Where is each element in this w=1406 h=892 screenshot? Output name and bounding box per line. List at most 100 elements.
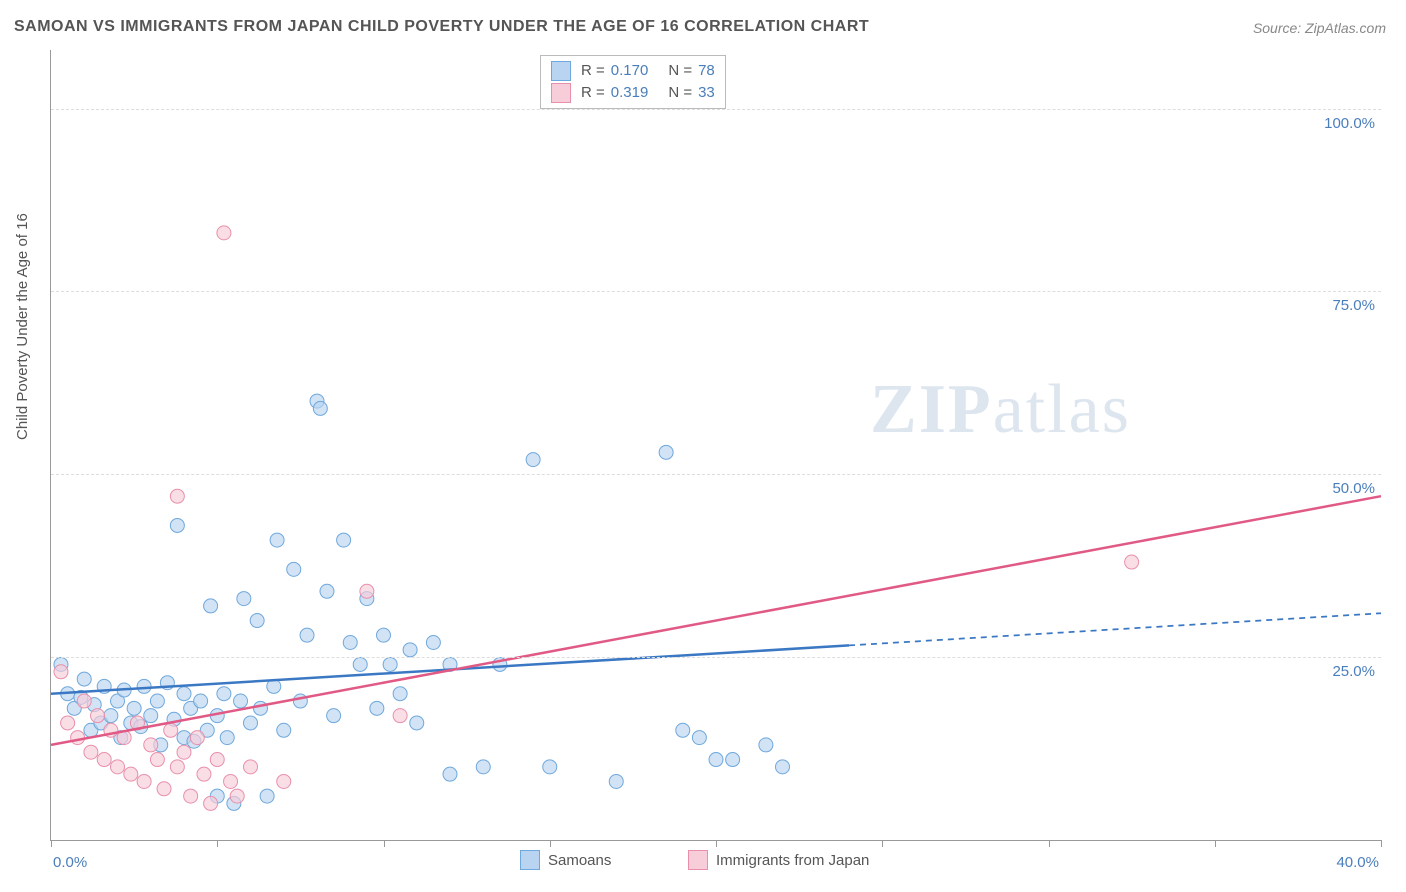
data-point: [393, 709, 407, 723]
data-point: [426, 636, 440, 650]
data-point: [150, 753, 164, 767]
data-point: [327, 709, 341, 723]
data-point: [91, 709, 105, 723]
r-label: R =: [581, 60, 605, 82]
data-point: [776, 760, 790, 774]
data-point: [277, 774, 291, 788]
data-point: [150, 694, 164, 708]
data-point: [393, 687, 407, 701]
data-point: [250, 614, 264, 628]
n-value: 78: [698, 60, 715, 82]
n-value: 33: [698, 82, 715, 104]
data-point: [526, 453, 540, 467]
data-point: [337, 533, 351, 547]
watermark: ZIPatlas: [870, 370, 1131, 450]
trend-line-extrapolated: [849, 613, 1381, 645]
data-point: [127, 701, 141, 715]
data-point: [111, 760, 125, 774]
data-point: [61, 716, 75, 730]
data-point: [204, 599, 218, 613]
data-point: [217, 226, 231, 240]
x-tick-mark: [1381, 840, 1382, 847]
data-point: [104, 709, 118, 723]
data-point: [197, 767, 211, 781]
watermark-atlas: atlas: [993, 371, 1131, 448]
gridline: [51, 291, 1381, 292]
legend-swatch: [551, 61, 571, 81]
x-tick-mark: [217, 840, 218, 847]
x-tick-mark: [1049, 840, 1050, 847]
legend-label: Immigrants from Japan: [716, 852, 869, 869]
data-point: [177, 687, 191, 701]
data-point: [543, 760, 557, 774]
source-name: ZipAtlas.com: [1305, 20, 1386, 36]
data-point: [97, 753, 111, 767]
data-point: [709, 753, 723, 767]
data-point: [244, 716, 258, 730]
series-legend-item: Samoans: [520, 850, 611, 870]
data-point: [403, 643, 417, 657]
data-point: [676, 723, 690, 737]
y-tick-label: 100.0%: [1324, 115, 1375, 132]
data-point: [230, 789, 244, 803]
x-tick-label: 0.0%: [53, 854, 87, 871]
data-point: [137, 774, 151, 788]
data-point: [170, 489, 184, 503]
data-point: [287, 562, 301, 576]
data-point: [224, 774, 238, 788]
data-point: [726, 753, 740, 767]
y-tick-label: 50.0%: [1332, 480, 1375, 497]
data-point: [54, 665, 68, 679]
data-point: [410, 716, 424, 730]
data-point: [71, 731, 85, 745]
legend-swatch: [520, 850, 540, 870]
y-axis-label: Child Poverty Under the Age of 16: [14, 213, 31, 440]
data-point: [194, 694, 208, 708]
data-point: [190, 731, 204, 745]
data-point: [137, 679, 151, 693]
source-attribution: Source: ZipAtlas.com: [1253, 20, 1386, 36]
plot-area: 25.0%50.0%75.0%100.0%0.0%40.0%: [50, 50, 1381, 841]
data-point: [476, 760, 490, 774]
data-point: [277, 723, 291, 737]
watermark-zip: ZIP: [870, 371, 993, 448]
r-value: 0.170: [611, 60, 649, 82]
source-prefix: Source:: [1253, 20, 1305, 36]
x-tick-mark: [882, 840, 883, 847]
series-legend-item: Immigrants from Japan: [688, 850, 869, 870]
gridline: [51, 657, 1381, 658]
data-point: [217, 687, 231, 701]
legend-swatch: [551, 83, 571, 103]
data-point: [220, 731, 234, 745]
y-tick-label: 75.0%: [1332, 297, 1375, 314]
data-point: [692, 731, 706, 745]
data-point: [270, 533, 284, 547]
x-tick-mark: [1215, 840, 1216, 847]
data-point: [157, 782, 171, 796]
data-point: [237, 592, 251, 606]
x-tick-label: 40.0%: [1336, 854, 1379, 871]
gridline: [51, 474, 1381, 475]
data-point: [244, 760, 258, 774]
data-point: [77, 672, 91, 686]
data-point: [77, 694, 91, 708]
chart-title: SAMOAN VS IMMIGRANTS FROM JAPAN CHILD PO…: [14, 18, 869, 36]
data-point: [170, 518, 184, 532]
stats-legend-row: R =0.319N =33: [551, 82, 715, 104]
data-point: [204, 796, 218, 810]
data-point: [360, 584, 374, 598]
data-point: [260, 789, 274, 803]
legend-label: Samoans: [548, 852, 611, 869]
data-point: [443, 767, 457, 781]
data-point: [184, 789, 198, 803]
data-point: [377, 628, 391, 642]
y-tick-label: 25.0%: [1332, 663, 1375, 680]
data-point: [84, 745, 98, 759]
data-point: [659, 445, 673, 459]
n-label: N =: [668, 82, 692, 104]
x-tick-mark: [550, 840, 551, 847]
data-point: [170, 760, 184, 774]
data-point: [320, 584, 334, 598]
data-point: [313, 401, 327, 415]
data-point: [609, 774, 623, 788]
